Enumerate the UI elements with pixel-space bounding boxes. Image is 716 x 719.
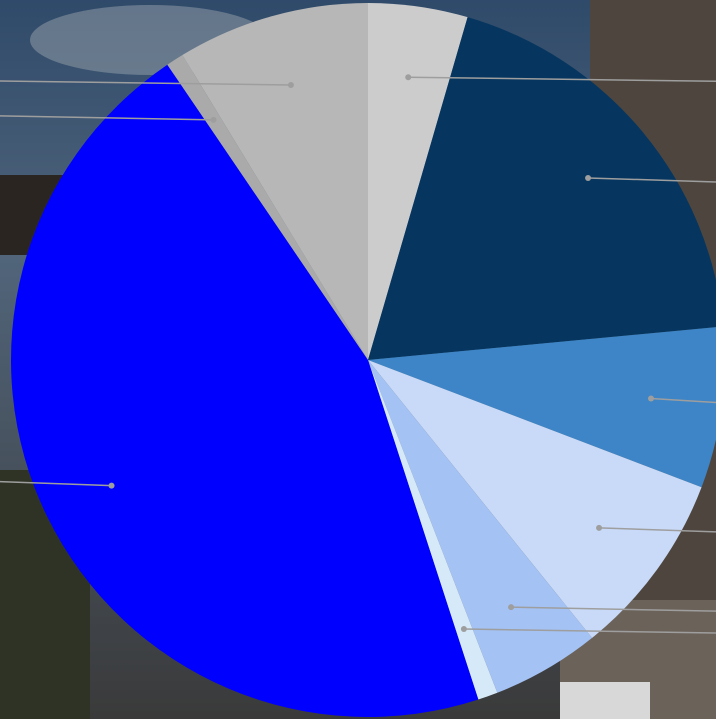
leader-line-2 [588, 177, 716, 183]
pie-slice-2 [368, 17, 716, 360]
leader-line-4 [599, 527, 716, 533]
pie-slice-9 [182, 3, 368, 360]
pie-slice-4 [368, 360, 702, 638]
leader-dot-5 [508, 604, 515, 611]
leader-line-8 [0, 115, 214, 121]
leader-line-9 [0, 80, 291, 86]
pie-slices [10, 3, 716, 718]
leader-lines [0, 74, 716, 634]
leader-line-1 [408, 76, 716, 82]
leader-line-3 [650, 397, 716, 404]
leader-dot-8 [210, 116, 217, 123]
leader-dot-4 [596, 524, 603, 531]
leader-line-6 [463, 628, 716, 634]
pie-slice-8 [167, 55, 368, 361]
leader-dot-1 [405, 74, 412, 81]
leader-dot-3 [647, 395, 654, 402]
leader-dot-7 [108, 482, 115, 489]
leader-dot-9 [287, 82, 294, 89]
pie-slice-6 [368, 360, 498, 700]
pie-slice-3 [368, 327, 716, 488]
pie-slice-1 [368, 3, 468, 360]
leader-dot-6 [460, 626, 467, 633]
leader-dot-2 [585, 174, 592, 181]
leader-line-7 [0, 480, 112, 487]
pie-slice-7 [10, 64, 479, 718]
pie-slice-5 [368, 360, 593, 693]
leader-line-5 [511, 606, 716, 612]
